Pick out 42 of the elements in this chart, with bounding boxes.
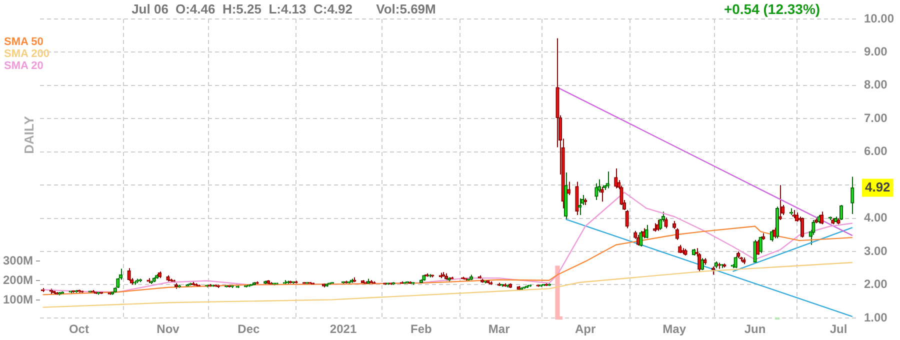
x-tick-label: Feb (410, 322, 432, 336)
x-tick-label: May (662, 322, 686, 336)
candlestick (639, 230, 643, 248)
x-tick-label: Jul (830, 322, 848, 336)
y2-tick-label: 200M (2, 272, 34, 287)
text: Jul 06 (132, 2, 168, 17)
candlestick (575, 181, 579, 216)
annotation: 4.92 (864, 179, 890, 194)
y2-tick-label: 300M (2, 253, 34, 268)
text: +0.54 (12.33%) (724, 0, 820, 17)
x-tick-label: Dec (238, 322, 260, 336)
text: Vol:5.69M (376, 2, 436, 17)
candlestick (778, 184, 782, 220)
y-tick-label: 8.00 (864, 78, 888, 92)
y2-tick-label: 100M (2, 292, 34, 306)
x-tick-label: Nov (156, 322, 180, 336)
text: O:4.46 H:5.25 L:4.13 C:4.92 (175, 2, 353, 17)
y-tick-label: 7.00 (864, 110, 888, 125)
candlestick (600, 186, 604, 202)
y-tick-label: 9.00 (864, 44, 888, 59)
y-tick-label: 10.00 (864, 11, 894, 26)
candlestick (664, 217, 668, 229)
x-tick-label: Apr (574, 322, 596, 336)
text: SMA 20 (4, 60, 44, 72)
text: SMA 50 (4, 36, 44, 48)
y-tick-label: 2.00 (864, 277, 888, 292)
y-tick-label: 6.00 (864, 144, 888, 158)
candlestick (606, 170, 610, 189)
y-tick-label: 4.00 (864, 210, 888, 225)
text: DAILY (22, 116, 37, 154)
candlestick (594, 182, 598, 201)
x-tick-label: Jun (744, 322, 766, 336)
x-tick-label: Mar (488, 322, 510, 336)
candlestick (850, 176, 854, 214)
candlestick (614, 168, 618, 189)
text: SMA 200 (4, 48, 50, 60)
y-tick-label: 1.00 (864, 310, 888, 324)
candlestick (127, 268, 131, 282)
y-tick-label: 3.00 (864, 244, 888, 258)
x-tick-label: Oct (68, 322, 89, 336)
candlestick (758, 236, 762, 254)
x-tick-label: 2021 (330, 322, 357, 336)
